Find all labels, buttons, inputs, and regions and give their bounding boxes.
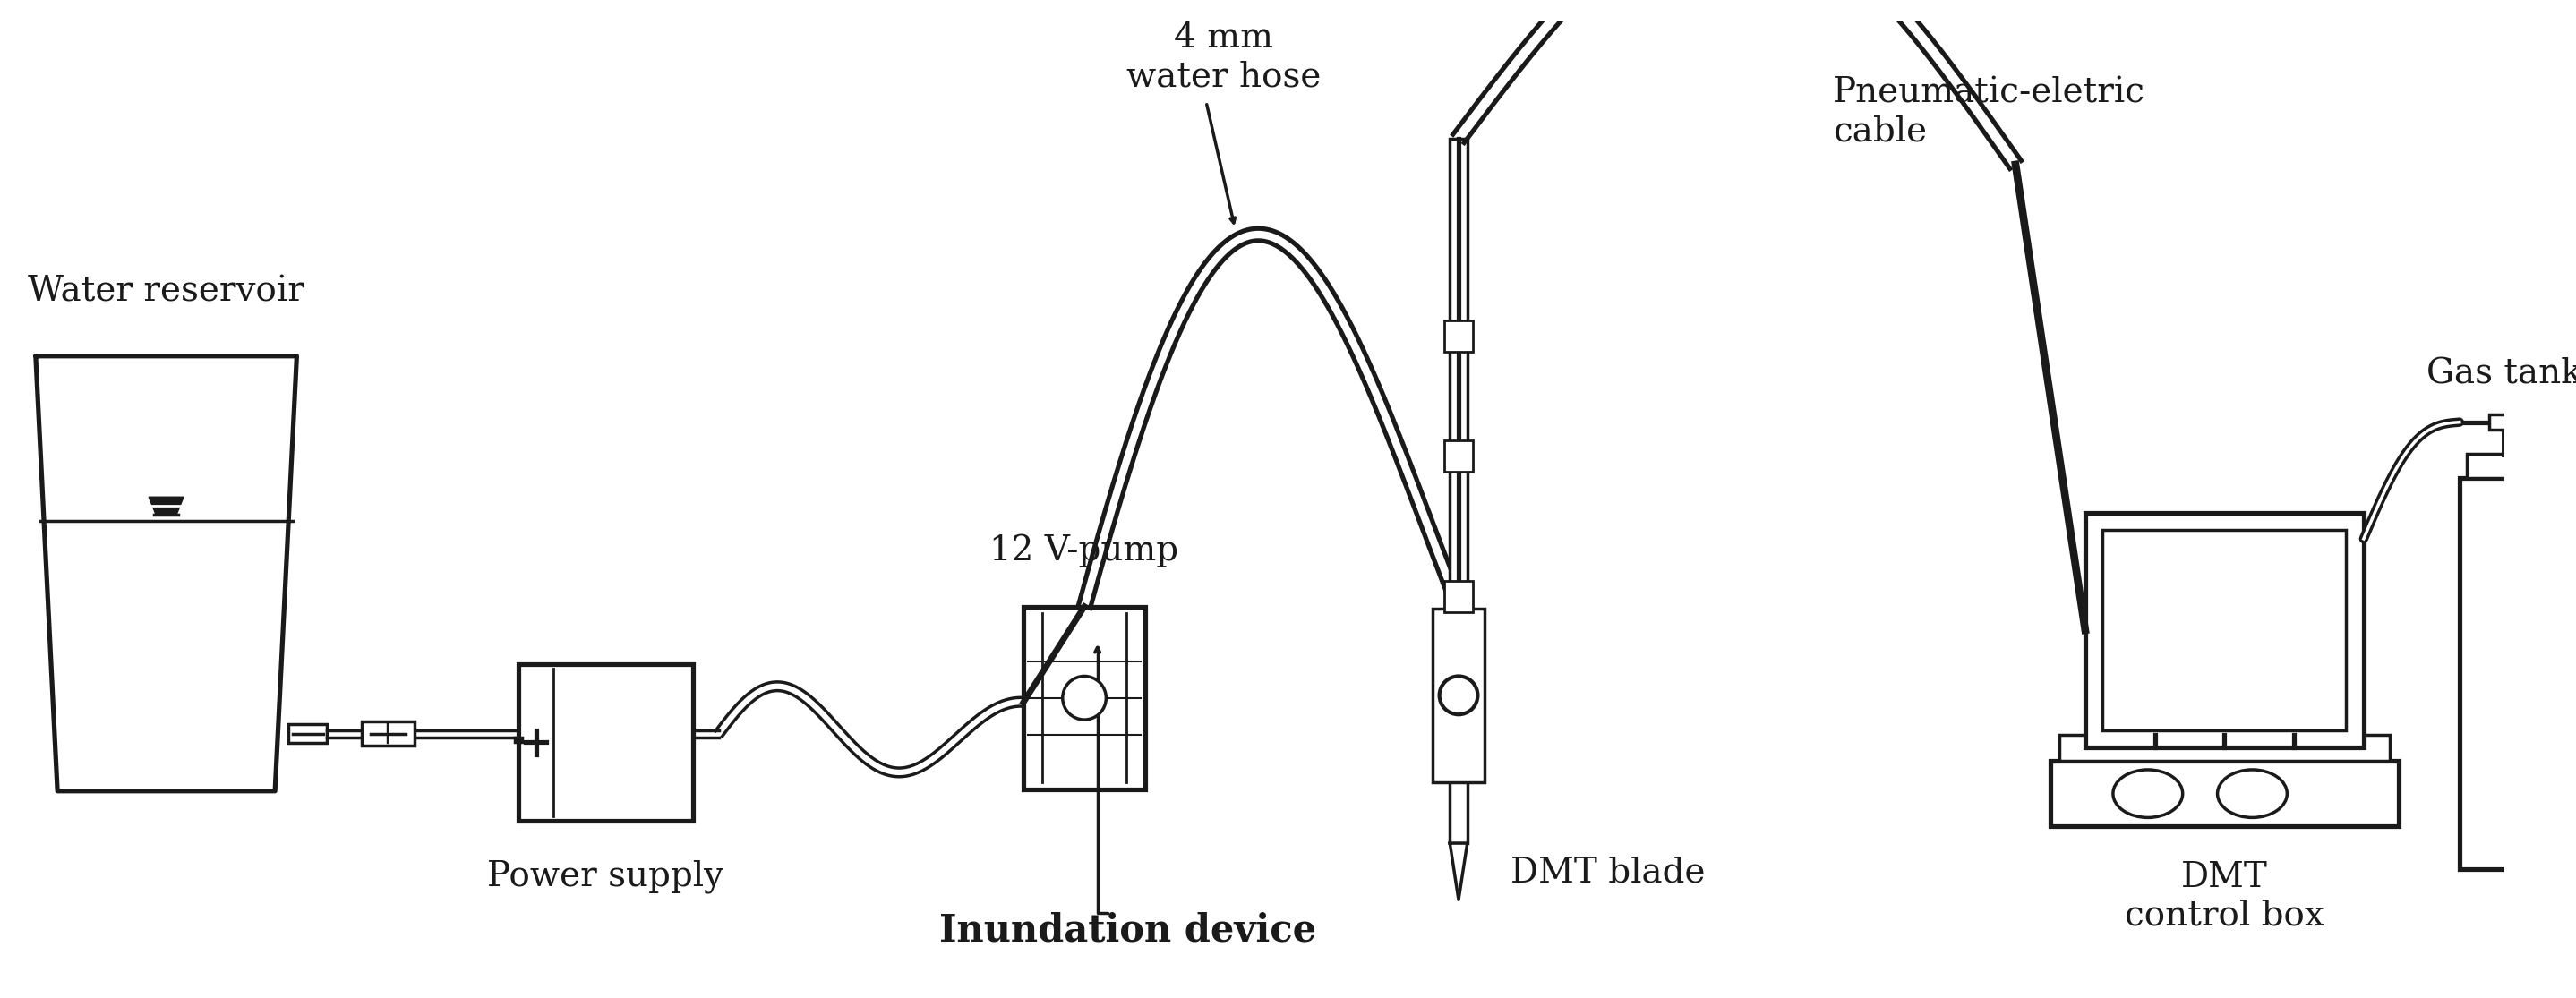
- Bar: [1432, 609, 1484, 782]
- Bar: [2488, 414, 2519, 430]
- Bar: [2050, 760, 2398, 825]
- Bar: [363, 722, 415, 746]
- Bar: [2084, 513, 2365, 748]
- Bar: [518, 664, 693, 820]
- Text: DMT
control box: DMT control box: [2125, 860, 2324, 932]
- Bar: [2102, 530, 2347, 731]
- Bar: [1445, 581, 1473, 612]
- Text: Inundation device: Inundation device: [940, 912, 1316, 949]
- Bar: [2058, 735, 2391, 760]
- Bar: [289, 724, 327, 744]
- Bar: [1445, 320, 1473, 351]
- Ellipse shape: [2218, 769, 2287, 817]
- Text: 12 V-pump: 12 V-pump: [989, 534, 1180, 568]
- Bar: [1445, 440, 1473, 471]
- Bar: [1023, 607, 1146, 789]
- Text: DMT blade: DMT blade: [1510, 856, 1705, 889]
- Text: Water reservoir: Water reservoir: [28, 275, 304, 308]
- Bar: [2465, 453, 2545, 478]
- Circle shape: [1440, 677, 1479, 715]
- Circle shape: [1061, 677, 1105, 720]
- Text: Power supply: Power supply: [487, 859, 724, 893]
- Polygon shape: [149, 497, 183, 514]
- Text: 4 mm
water hose: 4 mm water hose: [1126, 22, 1321, 93]
- Polygon shape: [36, 356, 296, 791]
- Bar: [2460, 478, 2550, 869]
- Text: Gas tank: Gas tank: [2427, 357, 2576, 391]
- Polygon shape: [1450, 843, 1468, 900]
- Text: Pneumatic-eletric
cable: Pneumatic-eletric cable: [1832, 77, 2146, 148]
- Bar: [1450, 139, 1468, 843]
- Ellipse shape: [2112, 769, 2182, 817]
